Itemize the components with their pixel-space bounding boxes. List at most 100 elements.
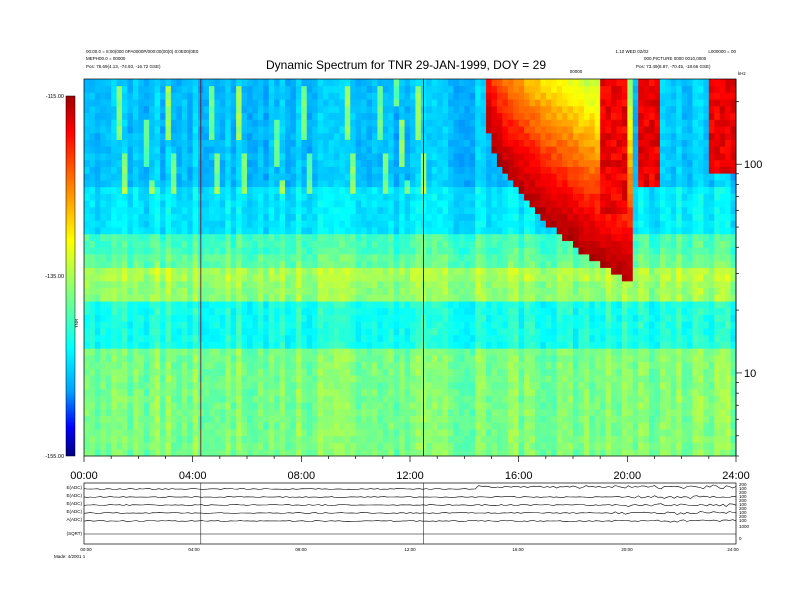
spectrogram-cell xyxy=(540,395,547,403)
spectrogram-cell xyxy=(437,213,443,221)
spectrogram-cell xyxy=(84,442,90,450)
spectrogram-cell xyxy=(111,233,117,241)
spectrogram-cell xyxy=(458,307,465,316)
spectrogram-cell xyxy=(475,227,482,235)
spectrogram-cell xyxy=(524,179,530,188)
spectrogram-cell xyxy=(480,146,487,154)
spectrogram-cell xyxy=(225,341,232,349)
spectrogram-cell xyxy=(529,328,536,336)
spectrogram-cell xyxy=(513,368,520,376)
spectrogram-cell xyxy=(219,213,226,221)
spectrogram-cell xyxy=(247,220,253,228)
spectrogram-cell xyxy=(404,314,411,322)
spectrogram-cell xyxy=(317,301,324,309)
spectrogram-cell xyxy=(295,173,302,181)
spectrogram-cell xyxy=(236,132,242,140)
spectrogram-cell xyxy=(350,321,357,329)
spectrogram-cell xyxy=(350,146,357,154)
spectrogram-cell xyxy=(469,166,476,174)
spectrogram-cell xyxy=(404,247,411,255)
spectrogram-cell xyxy=(513,105,520,114)
spectrogram-cell xyxy=(252,254,259,262)
spectrogram-cell xyxy=(491,321,498,329)
spectrogram-cell xyxy=(469,301,476,309)
spectrogram-cell xyxy=(192,301,199,309)
spectrogram-cell xyxy=(469,92,476,100)
spectrogram-cell xyxy=(556,213,563,221)
spectrogram-cell xyxy=(290,449,297,457)
spectrogram-cell xyxy=(279,193,286,201)
spectrogram-cell xyxy=(551,233,558,241)
spectrogram-cell xyxy=(475,301,482,309)
spectrogram-cell xyxy=(410,449,416,457)
spectrogram-cell xyxy=(154,220,161,228)
spectrogram-cell xyxy=(415,442,422,450)
spectrogram-cell xyxy=(116,119,123,127)
spectrogram-cell xyxy=(312,395,319,403)
spectrogram-cell xyxy=(181,368,188,376)
spectrogram-cell xyxy=(149,220,156,228)
spectrogram-cell xyxy=(404,132,411,140)
spectrogram-cell xyxy=(502,200,509,208)
spectrogram-cell xyxy=(534,381,541,390)
spectrogram-cell xyxy=(100,435,107,443)
spectrogram-cell xyxy=(333,99,340,107)
spectrogram-cell xyxy=(290,429,297,437)
spectrogram-cell xyxy=(371,381,378,390)
spectrogram-cell xyxy=(187,334,194,342)
spectrogram-cell xyxy=(312,355,319,363)
spectrogram-cell xyxy=(165,375,172,383)
spectrogram-cell xyxy=(442,287,449,295)
spectrogram-cell xyxy=(399,361,405,369)
spectrogram-cell xyxy=(285,314,291,322)
spectrogram-cell xyxy=(507,206,514,215)
spectrogram-cell xyxy=(556,206,563,215)
spectrogram-cell xyxy=(328,408,335,417)
spectrogram-cell xyxy=(393,166,400,174)
spectrogram-cell xyxy=(464,449,471,457)
spectrogram-cell xyxy=(333,146,340,154)
spectrogram-cell xyxy=(513,240,520,248)
spectrogram-cell xyxy=(236,166,242,174)
spectrogram-cell xyxy=(208,99,215,107)
spectrogram-cell xyxy=(556,193,563,201)
spectrogram-cell xyxy=(410,429,416,437)
spectrogram-cell xyxy=(290,126,297,134)
spectrogram-cell xyxy=(388,166,395,174)
spectrogram-cell xyxy=(328,348,335,356)
spectrogram-cell xyxy=(507,85,514,93)
spectrogram-cell xyxy=(410,381,416,390)
spectrogram-cell xyxy=(143,274,150,282)
spectrogram-cell xyxy=(453,179,460,188)
spectrogram-cell xyxy=(431,287,438,295)
spectrogram-cell xyxy=(100,132,107,140)
spectrogram-cell xyxy=(312,254,319,262)
spectrogram-cell xyxy=(306,321,313,329)
spectrogram-cell xyxy=(410,355,416,363)
spectrogram-cell xyxy=(241,429,248,437)
spectrogram-cell xyxy=(290,173,297,181)
spectrogram-cell xyxy=(545,435,552,443)
spectrogram-cell xyxy=(208,449,215,457)
spectrogram-cell xyxy=(279,132,286,140)
spectrogram-cell xyxy=(116,395,123,403)
spectrogram-cell xyxy=(181,334,188,342)
spectrogram-cell xyxy=(241,301,248,309)
spectrogram-cell xyxy=(399,267,405,275)
spectrogram-cell xyxy=(513,206,520,215)
spectrogram-cell xyxy=(306,415,313,423)
spectrogram-cell xyxy=(274,321,280,329)
spectrogram-cell xyxy=(181,99,188,107)
spectrogram-cell xyxy=(105,402,112,410)
spectrogram-cell xyxy=(187,119,194,127)
spectrogram-cell xyxy=(116,314,123,322)
spectrogram-cell xyxy=(404,361,411,369)
spectrogram-cell xyxy=(176,85,183,93)
spectrogram-cell xyxy=(388,355,395,363)
spectrogram-cell xyxy=(170,328,177,336)
spectrogram-cell xyxy=(496,328,503,336)
spectrogram-cell xyxy=(132,388,139,396)
spectrogram-cell xyxy=(306,328,313,336)
spectrogram-cell xyxy=(545,254,552,262)
spectrogram-cell xyxy=(84,153,90,161)
